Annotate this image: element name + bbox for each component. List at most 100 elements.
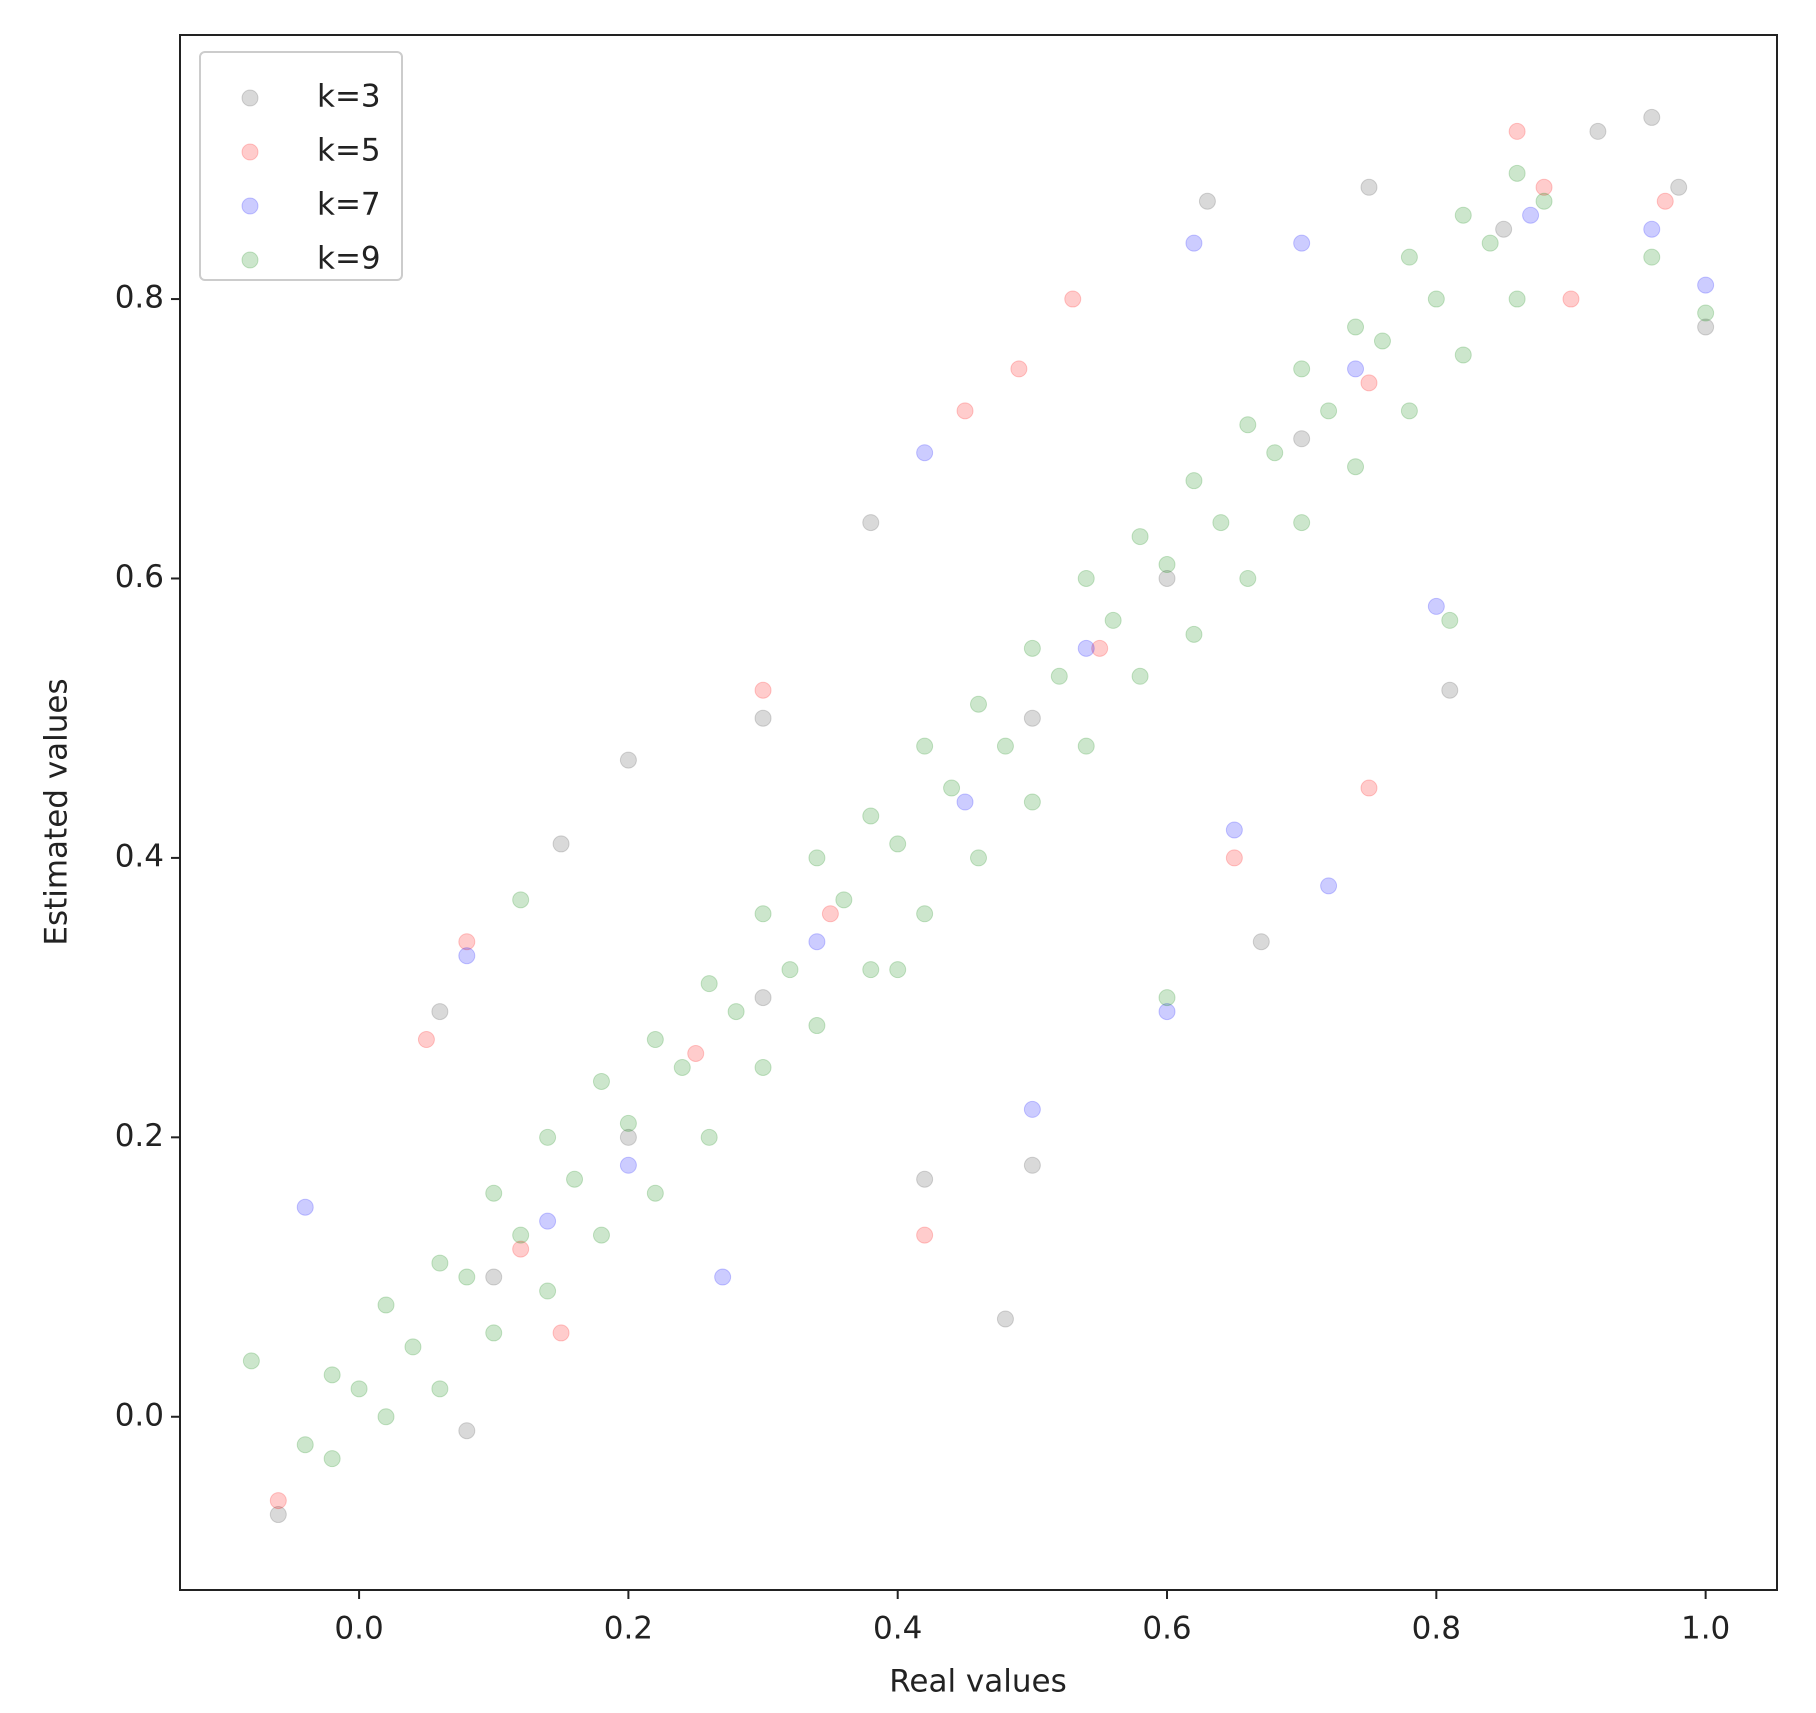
legend-marker: [241, 197, 259, 215]
scatter-point: [1643, 108, 1661, 126]
scatter-point: [512, 891, 530, 909]
scatter-point: [1697, 318, 1715, 336]
scatter-point: [970, 849, 987, 867]
scatter-point: [1185, 472, 1203, 490]
scatter-point: [754, 1058, 772, 1076]
scatter-point: [1252, 933, 1270, 951]
scatter-point: [1441, 611, 1459, 629]
scatter-point: [808, 1017, 826, 1035]
scatter-point: [1400, 402, 1418, 420]
scatter-point: [916, 737, 934, 755]
scatter-point: [1320, 402, 1338, 420]
legend-label: k=3: [317, 79, 381, 115]
scatter-point: [673, 1058, 691, 1076]
scatter-point: [417, 1031, 435, 1049]
scatter-point: [1010, 360, 1028, 378]
scatter-point: [1158, 569, 1176, 587]
y-tick-label: 0.6: [115, 559, 164, 595]
y-tick-label: 0.2: [115, 1118, 164, 1154]
scatter-point: [956, 402, 974, 420]
scatter-point: [485, 1184, 503, 1202]
x-tick-label: 0.6: [1142, 1611, 1191, 1647]
scatter-point: [808, 849, 826, 867]
scatter-point: [1077, 737, 1095, 755]
scatter-point: [996, 1310, 1014, 1328]
scatter-point: [458, 1268, 476, 1286]
scatter-point: [323, 1366, 341, 1384]
scatter-point: [1360, 178, 1378, 196]
scatter-point: [1158, 556, 1176, 574]
scatter-point: [1562, 290, 1580, 308]
scatter-point: [619, 1128, 637, 1146]
scatter-point: [1023, 709, 1041, 727]
scatter-point: [1185, 234, 1203, 252]
scatter-point: [727, 1003, 745, 1021]
scatter-point: [1535, 178, 1553, 196]
y-axis-label: Estimated values: [39, 678, 75, 945]
scatter-point: [539, 1282, 557, 1300]
scatter-point: [1212, 514, 1230, 532]
scatter-point: [646, 1031, 664, 1049]
scatter-point: [862, 807, 880, 825]
scatter-point: [1427, 290, 1445, 308]
scatter-point: [862, 514, 880, 532]
x-axis-label: Real values: [889, 1664, 1067, 1700]
scatter-point: [1495, 220, 1513, 238]
scatter-point: [1535, 192, 1553, 210]
scatter-point: [404, 1338, 422, 1356]
scatter-point: [1091, 639, 1109, 657]
x-tick-label: 0.2: [604, 1611, 653, 1647]
scatter-point: [1427, 597, 1445, 615]
scatter-point: [1347, 360, 1365, 378]
scatter-point: [1643, 248, 1661, 266]
legend-marker: [241, 143, 259, 161]
legend-label: k=5: [317, 133, 381, 169]
scatter-point: [916, 905, 934, 923]
scatter-point: [916, 1226, 934, 1244]
scatter-point: [1104, 611, 1122, 629]
scatter-point: [970, 695, 987, 713]
scatter-point: [700, 975, 718, 993]
scatter-point: [1293, 430, 1311, 448]
scatter-point: [1481, 234, 1499, 252]
scatter-point: [1023, 639, 1041, 657]
scatter-point: [956, 793, 974, 811]
scatter-point: [1347, 458, 1365, 476]
scatter-point: [1185, 625, 1203, 643]
scatter-point: [242, 1352, 260, 1370]
scatter-point: [458, 1422, 476, 1440]
scatter-point: [485, 1268, 503, 1286]
scatter-point: [1454, 206, 1472, 224]
scatter-point: [269, 1492, 287, 1510]
legend-label: k=9: [317, 241, 381, 277]
scatter-point: [1347, 318, 1365, 336]
scatter-point: [1670, 178, 1688, 196]
scatter-point: [781, 961, 799, 979]
legend: k=3 k=5 k=7 k=9: [199, 51, 403, 281]
legend-box: [199, 51, 403, 281]
scatter-point: [566, 1170, 584, 1188]
scatter-point: [1522, 206, 1540, 224]
scatter-point: [1508, 164, 1526, 182]
plot-frame: [179, 34, 1778, 1591]
scatter-point: [1360, 779, 1378, 797]
scatter-point: [592, 1226, 610, 1244]
y-tick-label: 0.4: [115, 838, 164, 874]
scatter-point: [1360, 374, 1378, 392]
scatter-point: [1697, 276, 1715, 294]
scatter-point: [646, 1184, 664, 1202]
scatter-point: [1158, 1003, 1176, 1021]
scatter-point: [1656, 192, 1674, 210]
scatter-point: [1373, 332, 1391, 350]
scatter-point: [1064, 290, 1082, 308]
scatter-point: [269, 1506, 287, 1524]
scatter-point: [1239, 416, 1257, 434]
scatter-point: [1225, 849, 1243, 867]
legend-marker: [241, 251, 259, 269]
scatter-point: [485, 1324, 503, 1342]
scatter-point: [862, 961, 880, 979]
plot-points: [242, 108, 1715, 1524]
scatter-point: [1077, 639, 1095, 657]
scatter-point: [323, 1450, 341, 1468]
